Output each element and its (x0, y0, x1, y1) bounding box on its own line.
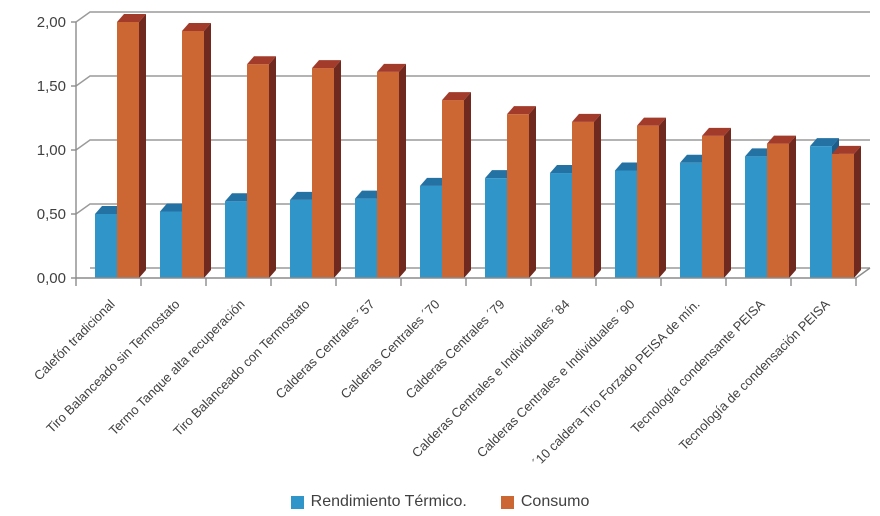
bar-consumo-1-top (117, 14, 146, 22)
bar-rendimiento-10-front (680, 162, 702, 278)
bar-consumo-12-top (832, 145, 861, 154)
bar-consumo-6-top (442, 92, 471, 101)
y-axis-label: 2,00 (37, 14, 66, 31)
bar-rendimiento-9-top (615, 162, 644, 171)
bar-consumo-9-side (659, 117, 666, 279)
legend-swatch-consumo-icon (500, 495, 514, 509)
bar-consumo-7-front (507, 114, 529, 278)
bar-consumo-6-side (464, 92, 471, 278)
bar-consumo-5-front (377, 71, 399, 278)
bar-rendimiento-6-front (420, 185, 442, 278)
bar-rendimiento-4-top (290, 191, 319, 200)
bar-consumo-9-front (637, 125, 659, 279)
bar-rendimiento-12-front (810, 146, 832, 278)
bar-consumo-11-top (767, 135, 796, 144)
bar-rendimiento-5-top (355, 190, 384, 199)
x-axis-label: Tiro Balanceado sin Termostato (43, 297, 182, 436)
y-axis-label: 1,50 (37, 78, 66, 95)
gridline (75, 11, 870, 23)
chart-legend: Rendimiento Térmico. Consumo (0, 494, 880, 510)
bar-consumo-1-side (139, 14, 146, 278)
bar-consumo-10-top (702, 127, 731, 136)
gridline (75, 139, 870, 151)
bar-consumo-2-front (182, 30, 204, 279)
bar-consumo-2-top (182, 22, 211, 31)
bar-rendimiento-1-front (95, 214, 117, 278)
bar-rendimiento-7-front (485, 178, 507, 278)
bar-consumo-5-top (377, 63, 406, 72)
bar-consumo-4-top (312, 60, 341, 69)
bar-consumo-12-front (832, 153, 854, 278)
bar-consumo-10-side (724, 127, 731, 278)
y-axis-label: 1,00 (37, 142, 66, 159)
bar-rendimiento-11-top (745, 148, 774, 157)
legend-item-rendimiento: Rendimiento Térmico. (290, 493, 467, 510)
bar-consumo-1-front (117, 22, 139, 278)
bar-rendimiento-9-front (615, 170, 637, 278)
bar-consumo-2-side (204, 22, 211, 279)
legend-label-rendimiento: Rendimiento Térmico. (310, 493, 467, 510)
legend-swatch-rendimiento-icon (290, 495, 304, 509)
bar-rendimiento-12-top (810, 138, 839, 147)
bar-consumo-7-top (507, 106, 536, 115)
bar-rendimiento-8-top (550, 165, 579, 174)
bar-consumo-8-front (572, 121, 594, 278)
y-axis-label: 0,50 (37, 206, 66, 223)
bar-consumo-9-top (637, 117, 666, 126)
x-axis-label: Termo Tanque alta recuperación (106, 297, 248, 439)
bar-consumo-6-front (442, 100, 464, 278)
bar-consumo-11-front (767, 143, 789, 278)
bar-rendimiento-2-front (160, 211, 182, 278)
bar-consumo-5-side (399, 63, 406, 278)
bar-rendimiento-3-top (225, 193, 254, 202)
bar-rendimiento-5-front (355, 198, 377, 278)
bar-rendimiento-1-top (95, 206, 124, 214)
bar-consumo-8-side (594, 113, 601, 278)
legend-label-consumo: Consumo (520, 493, 590, 510)
bar-consumo-10-front (702, 135, 724, 278)
bar-rendimiento-4-front (290, 199, 312, 278)
bar-consumo-3-top (247, 56, 276, 65)
floor-right-edge (855, 267, 871, 279)
bar-rendimiento-10-top (680, 154, 709, 163)
bar-consumo-8-top (572, 113, 601, 122)
bar-consumo-11-side (789, 135, 796, 278)
bar-consumo-7-side (529, 106, 536, 278)
bar-consumo-4-side (334, 60, 341, 278)
bar-rendimiento-3-front (225, 201, 247, 278)
gridline (75, 75, 870, 87)
x-axis-label: Tiro Balanceado con Termostato (170, 297, 312, 439)
bar-rendimiento-7-top (485, 170, 514, 179)
bar-consumo-4-front (312, 68, 334, 278)
legend-item-consumo: Consumo (500, 493, 590, 510)
bar-rendimiento-8-front (550, 173, 572, 278)
bar-rendimiento-6-top (420, 177, 449, 186)
bar-consumo-3-front (247, 64, 269, 279)
bar-rendimiento-11-front (745, 156, 767, 278)
x-axis-label: Tecnología condensante PEISA (628, 296, 768, 436)
gridline (75, 203, 870, 215)
bar-rendimiento-2-top (160, 203, 189, 212)
bar-consumo-12-side (854, 145, 861, 278)
bar-consumo-3-side (269, 56, 276, 278)
y-axis-label: 0,00 (37, 270, 66, 287)
